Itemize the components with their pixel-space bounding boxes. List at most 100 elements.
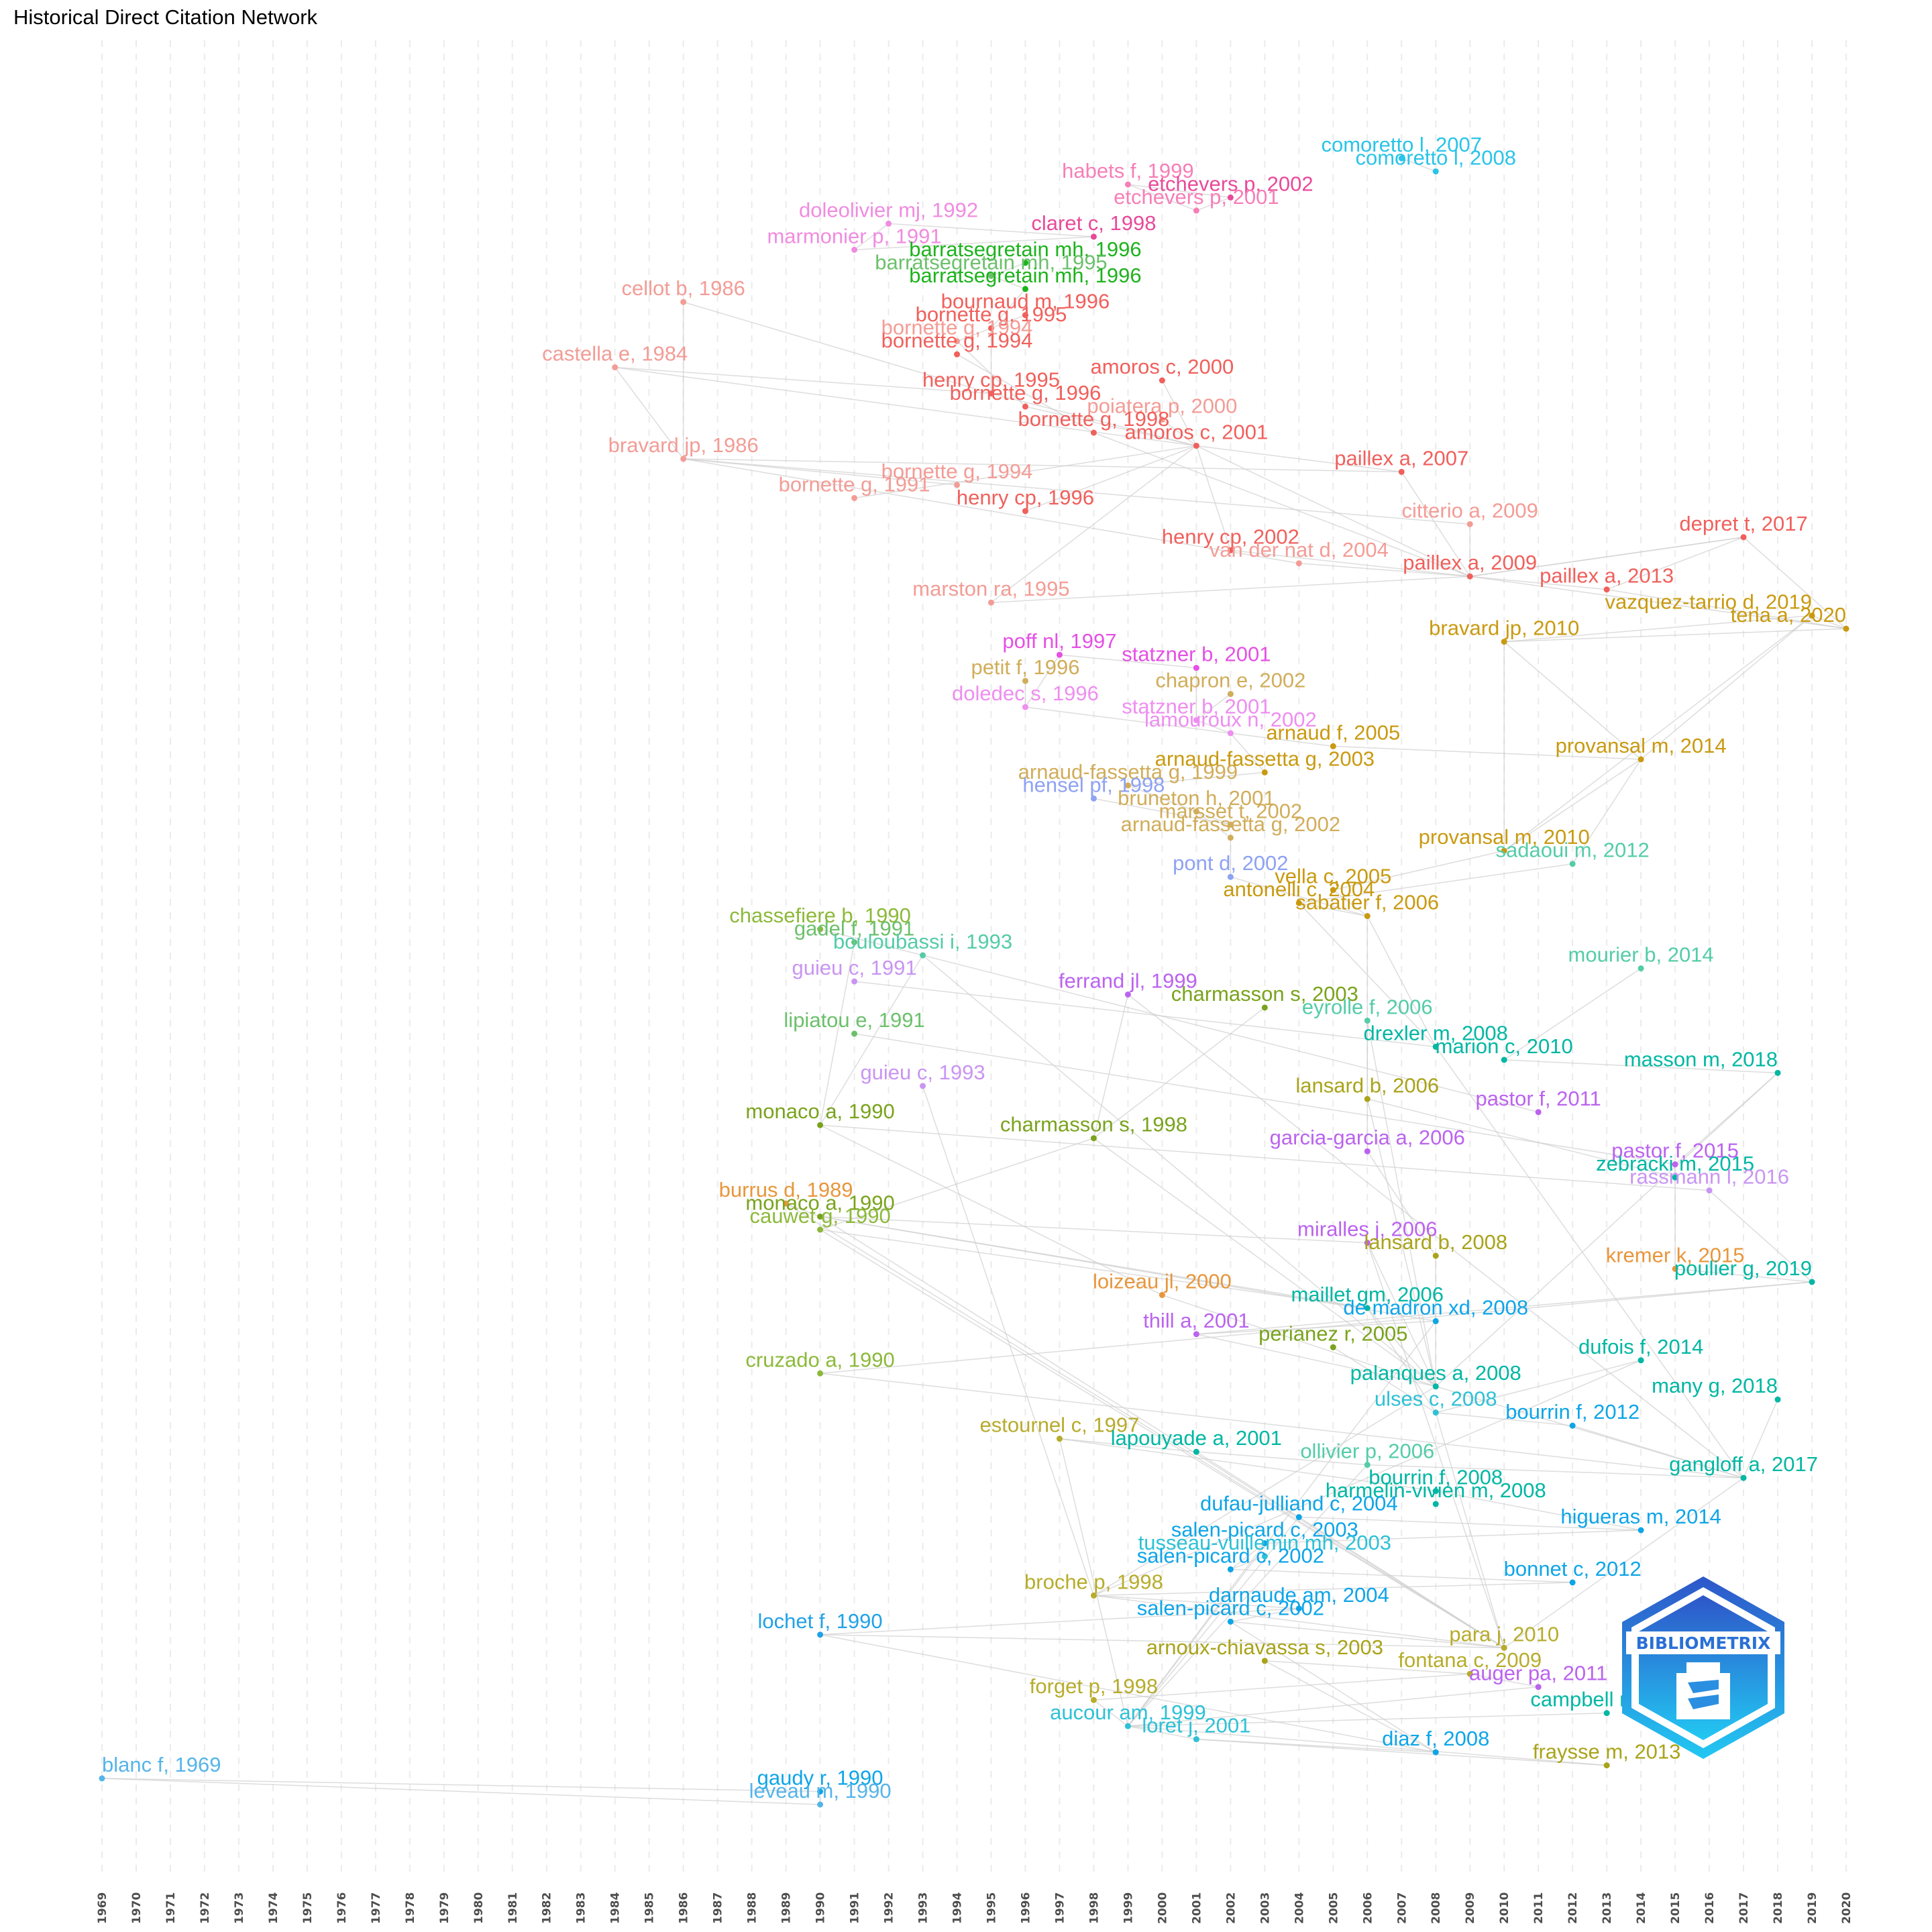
paper-node[interactable] <box>885 220 892 227</box>
paper-node[interactable] <box>1330 743 1336 749</box>
paper-node[interactable] <box>1364 913 1371 920</box>
paper-node[interactable] <box>1535 1684 1542 1690</box>
paper-node[interactable] <box>1740 1474 1747 1481</box>
paper-node[interactable] <box>1227 1566 1234 1572</box>
paper-node[interactable] <box>1809 612 1815 619</box>
paper-node[interactable] <box>1330 887 1336 894</box>
paper-node[interactable] <box>1432 1383 1439 1390</box>
paper-node[interactable] <box>1022 508 1028 515</box>
paper-node[interactable] <box>851 494 858 501</box>
paper-node[interactable] <box>1295 900 1302 906</box>
paper-node[interactable] <box>1261 1553 1268 1560</box>
paper-node[interactable] <box>1432 1409 1439 1416</box>
paper-node[interactable] <box>1022 403 1028 410</box>
paper-node[interactable] <box>1090 233 1097 240</box>
paper-node[interactable] <box>817 1226 824 1233</box>
paper-node[interactable] <box>1227 547 1234 553</box>
paper-node[interactable] <box>1809 1279 1815 1285</box>
paper-node[interactable] <box>817 1801 824 1808</box>
paper-node[interactable] <box>1193 1736 1199 1743</box>
paper-node[interactable] <box>920 1083 926 1089</box>
paper-node[interactable] <box>1159 1291 1165 1298</box>
paper-node[interactable] <box>1843 625 1849 632</box>
paper-node[interactable] <box>1364 1148 1371 1155</box>
paper-node[interactable] <box>1124 1723 1131 1729</box>
paper-node[interactable] <box>1466 573 1473 580</box>
paper-node[interactable] <box>1261 1004 1268 1011</box>
paper-node[interactable] <box>817 926 824 932</box>
paper-node[interactable] <box>1193 442 1199 449</box>
paper-node[interactable] <box>1603 1710 1610 1717</box>
paper-node[interactable] <box>1090 429 1097 436</box>
paper-node[interactable] <box>1295 1514 1302 1521</box>
paper-node[interactable] <box>99 1775 105 1782</box>
paper-node[interactable] <box>1193 1448 1199 1455</box>
paper-node[interactable] <box>1364 1305 1371 1311</box>
paper-node[interactable] <box>1261 1540 1268 1546</box>
paper-node[interactable] <box>1022 286 1028 292</box>
paper-node[interactable] <box>1159 377 1165 384</box>
paper-node[interactable] <box>1603 1762 1610 1769</box>
paper-node[interactable] <box>1638 1357 1644 1364</box>
paper-node[interactable] <box>1432 1318 1439 1324</box>
paper-node[interactable] <box>1466 521 1473 527</box>
paper-node[interactable] <box>1022 260 1028 266</box>
paper-node[interactable] <box>1364 1240 1371 1246</box>
paper-node[interactable] <box>1638 965 1644 972</box>
paper-node[interactable] <box>1227 691 1234 698</box>
paper-node[interactable] <box>1261 769 1268 775</box>
paper-node[interactable] <box>1774 1396 1781 1403</box>
paper-node[interactable] <box>1330 1344 1336 1350</box>
paper-node[interactable] <box>1056 651 1063 658</box>
paper-node[interactable] <box>954 482 961 488</box>
paper-node[interactable] <box>1227 835 1234 841</box>
paper-node[interactable] <box>1159 417 1165 423</box>
paper-node[interactable] <box>1638 756 1644 763</box>
paper-node[interactable] <box>1364 1095 1371 1102</box>
paper-node[interactable] <box>1022 678 1028 684</box>
paper-node[interactable] <box>1432 1252 1439 1259</box>
paper-node[interactable] <box>1432 1501 1439 1507</box>
paper-node[interactable] <box>817 1631 824 1638</box>
paper-node[interactable] <box>1124 991 1131 998</box>
paper-node[interactable] <box>1432 168 1439 174</box>
paper-node[interactable] <box>1090 795 1097 802</box>
paper-node[interactable] <box>1124 181 1131 188</box>
paper-node[interactable] <box>987 599 994 606</box>
paper-node[interactable] <box>851 246 858 253</box>
paper-node[interactable] <box>1227 1618 1234 1625</box>
paper-node[interactable] <box>1672 1265 1678 1272</box>
paper-node[interactable] <box>1193 1331 1199 1338</box>
paper-node[interactable] <box>1501 1057 1507 1063</box>
paper-node[interactable] <box>987 390 994 397</box>
paper-node[interactable] <box>1364 1462 1371 1468</box>
paper-node[interactable] <box>1672 1161 1678 1168</box>
paper-node[interactable] <box>817 1370 824 1377</box>
paper-node[interactable] <box>987 325 994 331</box>
paper-node[interactable] <box>817 1788 824 1795</box>
paper-node[interactable] <box>1432 1043 1439 1050</box>
paper-node[interactable] <box>1432 1488 1439 1495</box>
paper-node[interactable] <box>1740 534 1747 541</box>
paper-node[interactable] <box>817 1122 824 1128</box>
paper-node[interactable] <box>1022 312 1028 319</box>
paper-node[interactable] <box>1227 194 1234 201</box>
paper-node[interactable] <box>1398 468 1405 475</box>
paper-node[interactable] <box>1672 1174 1678 1181</box>
paper-node[interactable] <box>1501 1644 1507 1651</box>
paper-node[interactable] <box>1706 1187 1713 1194</box>
paper-node[interactable] <box>1398 155 1405 162</box>
paper-node[interactable] <box>1569 1422 1576 1429</box>
paper-node[interactable] <box>1295 560 1302 567</box>
paper-node[interactable] <box>1569 861 1576 867</box>
paper-node[interactable] <box>612 364 619 371</box>
paper-node[interactable] <box>1193 716 1199 723</box>
paper-node[interactable] <box>1432 1749 1439 1756</box>
paper-node[interactable] <box>1535 1109 1542 1116</box>
paper-node[interactable] <box>1295 1605 1302 1612</box>
paper-node[interactable] <box>1569 1579 1576 1586</box>
paper-node[interactable] <box>1501 847 1507 854</box>
paper-node[interactable] <box>1227 730 1234 737</box>
paper-node[interactable] <box>680 455 687 462</box>
paper-node[interactable] <box>851 1030 858 1037</box>
